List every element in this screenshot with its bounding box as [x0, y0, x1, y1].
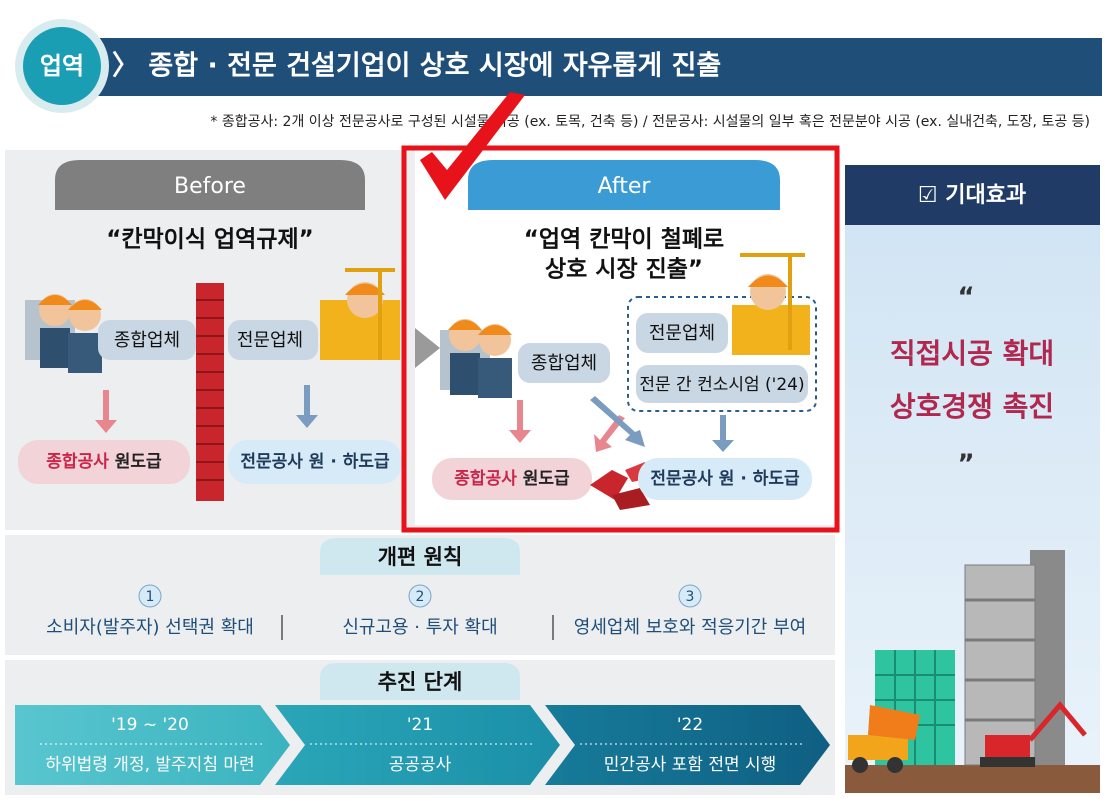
principle-text: 신규고용 · 투자 확대	[342, 617, 497, 638]
close-quote: ”	[957, 450, 974, 480]
after-tab-text: After	[598, 174, 652, 199]
before-special-result: 전문공사 원 · 하도급	[240, 452, 390, 472]
header-title: 〉 종합 · 전문 건설기업이 상호 시장에 자유롭게 진출	[112, 51, 721, 82]
principle-number: 1	[146, 589, 155, 605]
consortium: 전문 간 컨소시엄 ('24)	[639, 375, 804, 395]
header-note: * 종합공사: 2개 이상 전문공사로 구성된 시설물 시공 (ex. 토목, …	[210, 114, 1090, 130]
arrow	[296, 385, 318, 428]
highlight-frame	[401, 145, 840, 533]
after-general-result-box	[432, 458, 592, 500]
arrow	[594, 415, 625, 452]
effect-item: 상호경쟁 촉진	[890, 390, 1054, 423]
before-general-company: 종합업체	[114, 330, 180, 351]
stage-period: '22	[677, 715, 703, 735]
principle-text: 소비자(발주자) 선택권 확대	[46, 617, 254, 638]
stages-title: 추진 단계	[378, 670, 463, 694]
arrow	[712, 415, 734, 452]
before-tab-text: Before	[174, 174, 246, 199]
construction-icon	[732, 253, 810, 355]
header-bar	[90, 38, 1102, 96]
before-general-box	[98, 320, 196, 360]
after-special-result: 전문공사 원 · 하도급	[650, 469, 800, 489]
number-circle	[678, 584, 702, 608]
rest: 원도급	[115, 452, 162, 472]
before-special-company: 전문업체	[237, 330, 303, 351]
after-general-box	[518, 343, 610, 383]
after-quote-line: 상호 시장 진출”	[545, 257, 703, 283]
stage-text: 공공공사	[389, 755, 452, 775]
broken-bricks	[590, 462, 650, 510]
principle-text: 영세업체 보호와 적응기간 부여	[574, 617, 806, 638]
after-general-company: 종합업체	[531, 353, 597, 374]
effects-header	[845, 165, 1100, 225]
principle-number: 3	[686, 589, 695, 605]
badge	[23, 27, 101, 105]
before-special-result-box	[228, 440, 402, 484]
principles-title: 개편 원칙	[378, 545, 463, 569]
principles-tab	[320, 538, 520, 575]
building-illustration	[845, 550, 1100, 793]
highlight: 종합공사	[454, 468, 517, 489]
consortium-box	[636, 365, 808, 403]
after-quote-line: “업역 칸막이 철폐로	[524, 227, 724, 253]
stage-text: 민간공사 포함 전면 시행	[604, 755, 777, 775]
highlight: 종합공사	[46, 451, 109, 472]
stages-tab	[320, 663, 520, 700]
effect-item: 직접시공 확대	[890, 337, 1054, 370]
stage-period: '19 ~ '20	[111, 715, 189, 735]
number-circle	[138, 584, 162, 608]
stage-arrow	[15, 705, 290, 785]
stage-arrow	[275, 705, 560, 785]
principle-number: 2	[416, 589, 425, 605]
effects-title: ☑ 기대효과	[918, 183, 1026, 208]
after-special-box	[636, 313, 728, 353]
before-general-result-box	[18, 440, 190, 484]
after-special-result-box	[638, 458, 812, 500]
arrow	[95, 390, 117, 433]
people-icon	[440, 319, 512, 398]
after-tab	[468, 160, 780, 210]
after-special-company: 전문업체	[649, 323, 715, 344]
badge-text: 업역	[40, 52, 84, 80]
after-general-result: 종합공사 원도급	[454, 468, 570, 489]
stage-text: 하위법령 개정, 발주지침 마련	[45, 755, 254, 775]
construction-icon	[320, 268, 400, 360]
rest: 원도급	[523, 469, 570, 489]
brick-wall	[196, 283, 224, 501]
stage-arrow	[545, 705, 830, 785]
open-quote: “	[957, 283, 974, 313]
before-tab	[55, 160, 365, 210]
before-special-box	[228, 320, 318, 360]
check-mark	[420, 92, 525, 200]
arrow	[590, 396, 645, 447]
number-circle	[408, 584, 432, 608]
dotted-frame	[627, 296, 817, 412]
transition-arrow	[415, 328, 440, 368]
before-quote: “칸막이식 업역규제”	[106, 227, 314, 253]
stage-period: '21	[407, 715, 433, 735]
before-general-result: 종합공사 원도급	[46, 451, 162, 472]
arrow	[509, 400, 531, 443]
people-icon	[25, 294, 102, 373]
